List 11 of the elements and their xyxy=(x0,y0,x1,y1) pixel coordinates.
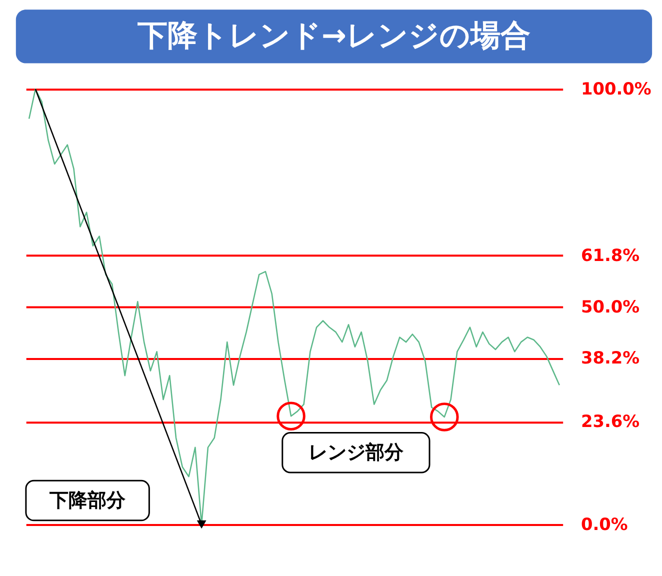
annotation: レンジ部分 xyxy=(308,442,404,464)
y-tick-label: 23.6% xyxy=(580,411,640,432)
point xyxy=(430,402,459,432)
y-tick-label: 0.0% xyxy=(580,514,628,534)
y-tick-label: 38.2% xyxy=(580,348,640,368)
y-tick-label: 50.0% xyxy=(580,296,640,316)
chart-title: 下降トレンド→レンジの場合 xyxy=(136,18,530,54)
y-tick-label: 100.0% xyxy=(580,78,652,99)
point xyxy=(276,402,306,430)
y-tick-label: 61.8% xyxy=(580,244,640,265)
annotation: 下降部分 xyxy=(48,490,127,512)
